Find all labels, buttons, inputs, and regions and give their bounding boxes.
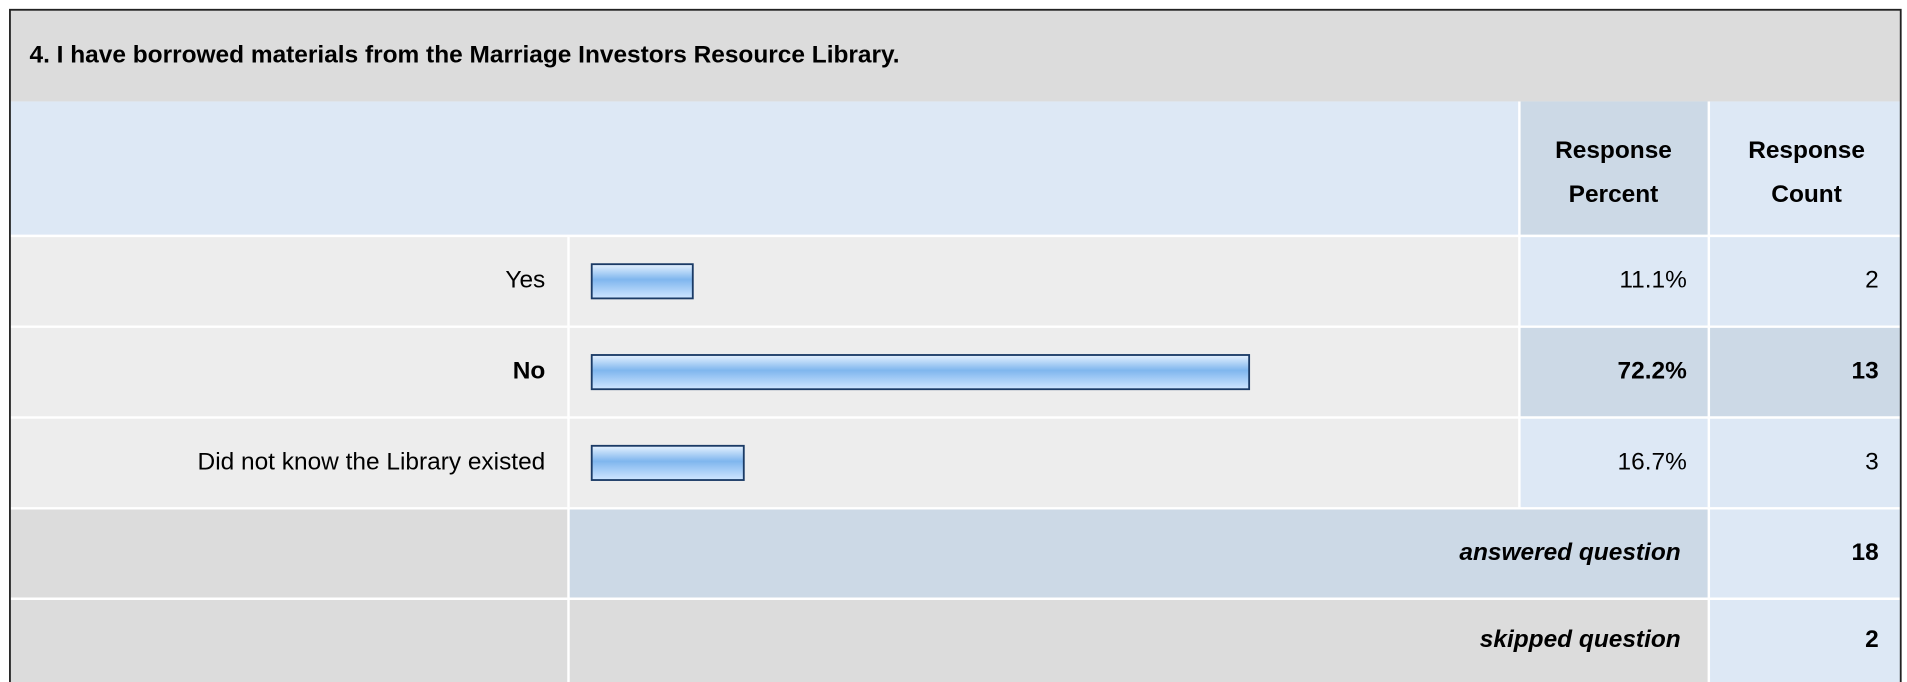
cell-bg [1708, 326, 1901, 418]
answer-label: Yes [505, 267, 545, 294]
bar [590, 444, 745, 481]
cell-bg [1519, 235, 1709, 327]
percent-label: 72.2% [1618, 358, 1688, 385]
summary-bg [568, 508, 1709, 599]
summary-label: answered question [1459, 539, 1680, 566]
bar [590, 263, 694, 300]
cell-bg [1519, 417, 1709, 509]
row-bg [9, 235, 1520, 327]
summary-value: 18 [1852, 539, 1879, 566]
count-label: 2 [1865, 267, 1879, 294]
count-label: 3 [1865, 448, 1879, 475]
percent-label: 16.7% [1618, 448, 1687, 475]
summary-bg [1708, 598, 1901, 682]
summary-value: 2 [1865, 626, 1879, 653]
percent-label: 11.1% [1619, 267, 1686, 294]
cell-bg [1519, 326, 1709, 418]
cell-bg [1708, 417, 1901, 509]
row-bg [9, 417, 1520, 509]
bar [590, 354, 1251, 391]
table-border [9, 8, 1902, 682]
summary-bg [1708, 508, 1901, 599]
answer-label: No [513, 358, 546, 385]
summary-bg [9, 508, 569, 599]
question-title: 4. I have borrowed materials from the Ma… [29, 42, 899, 69]
count-label: 13 [1852, 358, 1879, 385]
header-text: Response [1748, 137, 1865, 164]
header-text: Percent [1569, 181, 1659, 208]
header-text: Count [1771, 181, 1842, 208]
header-cell [1708, 101, 1901, 236]
title-row [9, 9, 1901, 102]
header-cell [1519, 101, 1709, 236]
cell-bg [1708, 235, 1901, 327]
summary-bg [9, 598, 569, 682]
summary-label: skipped question [1480, 626, 1681, 653]
summary-bg [568, 598, 1709, 682]
header-text: Response [1555, 137, 1672, 164]
header-row [9, 101, 1520, 236]
answer-label: Did not know the Library existed [198, 448, 546, 475]
